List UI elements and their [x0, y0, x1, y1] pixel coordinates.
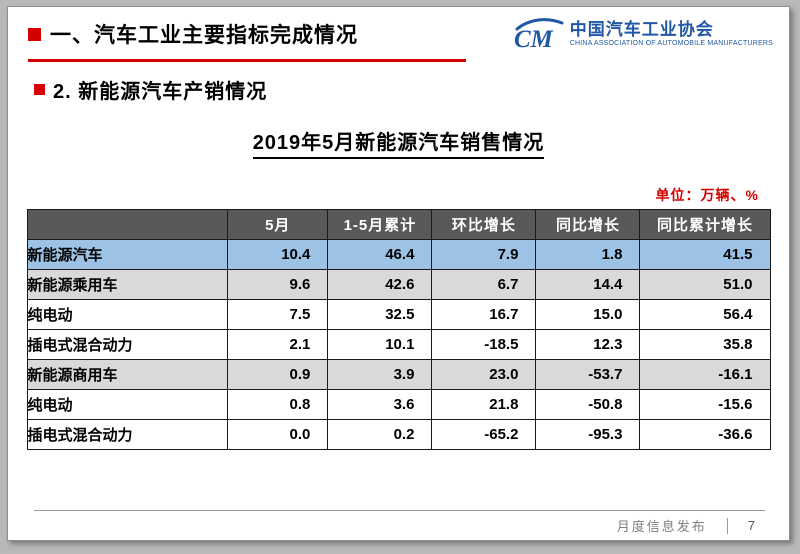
section-title: 2. 新能源汽车产销情况 — [53, 81, 268, 103]
cell-value: 10.1 — [327, 329, 433, 360]
cell-value: 3.6 — [327, 389, 433, 420]
footer-content: 月度信息发布 7 — [8, 511, 789, 535]
unit-note: 单位：万辆、% — [655, 187, 759, 203]
cell-value: 0.0 — [227, 419, 329, 450]
cell-value: -50.8 — [535, 389, 641, 420]
main-title: 一、汽车工业主要指标完成情况 — [50, 24, 358, 47]
col-header-cumulative: 1-5月累计 — [327, 209, 433, 240]
cell-value: 0.2 — [327, 419, 433, 450]
table-row-commercial-bev: 纯电动 0.8 3.6 21.8 -50.8 -15.6 — [26, 389, 771, 420]
cell-value: 12.3 — [535, 329, 641, 360]
page-number: 7 — [747, 518, 755, 533]
table-row-nev-total: 新能源汽车 10.4 46.4 7.9 1.8 41.5 — [26, 239, 771, 270]
cell-value: 41.5 — [639, 239, 771, 270]
table-row-commercial: 新能源商用车 0.9 3.9 23.0 -53.7 -16.1 — [26, 359, 771, 390]
cell-value: 1.8 — [535, 239, 641, 270]
cell-value: 46.4 — [327, 239, 433, 270]
row-label: 插电式混合动力 — [26, 419, 229, 450]
footer-label: 月度信息发布 — [616, 519, 707, 534]
cell-value: 56.4 — [639, 299, 771, 330]
row-label: 新能源商用车 — [26, 359, 229, 390]
col-header-mom-growth: 环比增长 — [431, 209, 537, 240]
table-row-passenger-phev: 插电式混合动力 2.1 10.1 -18.5 12.3 35.8 — [26, 329, 771, 360]
cell-value: -36.6 — [639, 419, 771, 450]
cell-value: 3.9 — [327, 359, 433, 390]
cell-value: -65.2 — [431, 419, 537, 450]
logo-name: 中国汽车工业协会 — [569, 20, 714, 40]
caam-logo-text: 中国汽车工业协会 CHINA ASSOCIATION OF AUTOMOBILE… — [570, 20, 773, 48]
cell-value: 14.4 — [535, 269, 641, 300]
section-title-row: 2. 新能源汽车产销情况 — [34, 75, 789, 104]
caam-logo: CM 中国汽车工业协会 CHINA ASSOCIATION OF AUTOMOB… — [513, 16, 773, 52]
cell-value: -16.1 — [639, 359, 771, 390]
cell-value: 0.8 — [227, 389, 329, 420]
cell-value: 7.9 — [431, 239, 537, 270]
svg-text:CM: CM — [514, 26, 554, 52]
row-label: 插电式混合动力 — [26, 329, 229, 360]
table-row-commercial-phev: 插电式混合动力 0.0 0.2 -65.2 -95.3 -36.6 — [26, 419, 771, 450]
table-row-passenger: 新能源乘用车 9.6 42.6 6.7 14.4 51.0 — [26, 269, 771, 300]
cell-value: 2.1 — [227, 329, 329, 360]
cell-value: 15.0 — [535, 299, 641, 330]
footer-divider-line — [34, 510, 765, 511]
cell-value: 16.7 — [431, 299, 537, 330]
footer-vertical-divider — [726, 517, 728, 534]
table-row-passenger-bev: 纯电动 7.5 32.5 16.7 15.0 56.4 — [26, 299, 771, 330]
cell-value: -53.7 — [535, 359, 641, 390]
red-square-icon — [34, 84, 45, 95]
cell-value: -18.5 — [431, 329, 537, 360]
cell-value: 10.4 — [227, 239, 329, 270]
col-header-yoy-cumulative-growth: 同比累计增长 — [639, 209, 771, 240]
cell-value: 32.5 — [327, 299, 433, 330]
row-label: 新能源乘用车 — [26, 269, 229, 300]
red-square-icon — [28, 27, 41, 41]
table-title-wrap: 2019年5月新能源汽车销售情况 — [8, 126, 789, 159]
row-label: 纯电动 — [26, 389, 229, 420]
caam-logo-mark-icon: CM — [514, 18, 564, 52]
row-label: 纯电动 — [26, 299, 229, 330]
col-header-empty — [26, 209, 229, 240]
cell-value: -15.6 — [639, 389, 771, 420]
slide: 一、汽车工业主要指标完成情况 CM 中国汽车工业协会 CHINA ASSOCIA… — [7, 6, 790, 541]
cell-value: 51.0 — [639, 269, 771, 300]
logo-subtitle: CHINA ASSOCIATION OF AUTOMOBILE MANUFACT… — [569, 39, 773, 47]
slide-header: 一、汽车工业主要指标完成情况 CM 中国汽车工业协会 CHINA ASSOCIA… — [8, 7, 789, 52]
cell-value: 9.6 — [227, 269, 329, 300]
cell-value: 6.7 — [431, 269, 537, 300]
col-header-may: 5月 — [227, 209, 329, 240]
cell-value: 35.8 — [639, 329, 771, 360]
cell-value: 23.0 — [431, 359, 537, 390]
col-header-yoy-growth: 同比增长 — [535, 209, 641, 240]
cell-value: -95.3 — [535, 419, 641, 450]
cell-value: 21.8 — [431, 389, 537, 420]
slide-footer: 月度信息发布 7 — [8, 510, 789, 535]
cell-value: 0.9 — [227, 359, 329, 390]
red-divider — [28, 59, 466, 62]
nev-sales-table: 5月 1-5月累计 环比增长 同比增长 同比累计增长 新能源汽车 10.4 46… — [26, 209, 771, 450]
table-title: 2019年5月新能源汽车销售情况 — [252, 132, 545, 159]
row-label: 新能源汽车 — [26, 239, 229, 270]
cell-value: 7.5 — [227, 299, 329, 330]
table-header-row: 5月 1-5月累计 环比增长 同比增长 同比累计增长 — [26, 209, 771, 240]
cell-value: 42.6 — [327, 269, 433, 300]
